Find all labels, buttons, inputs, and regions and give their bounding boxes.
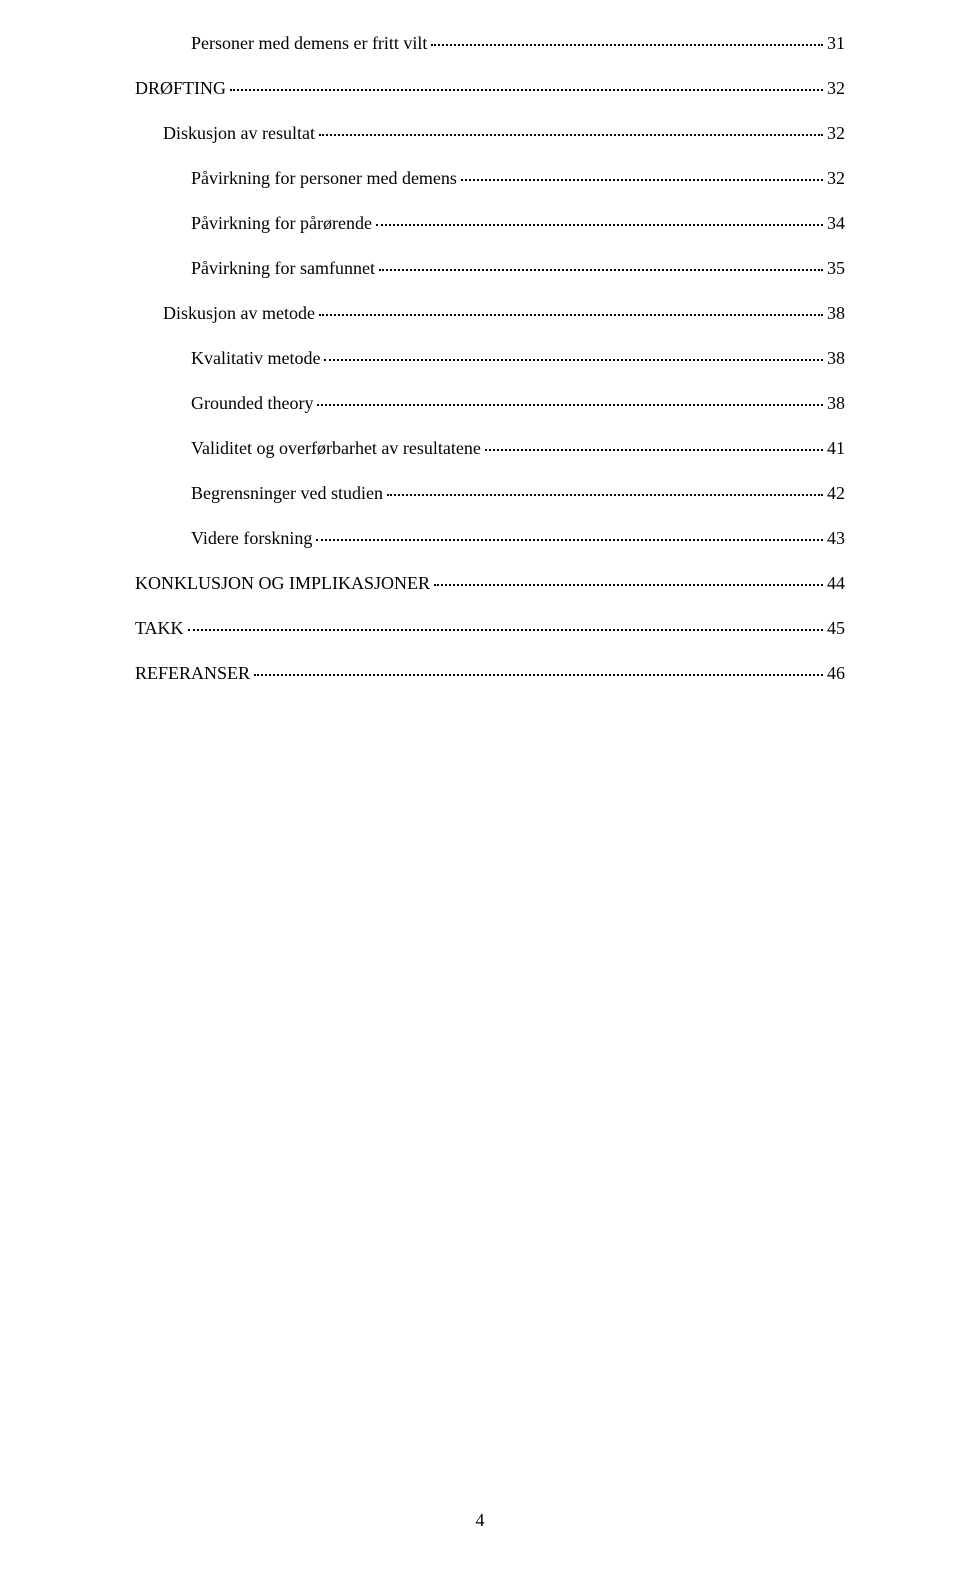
toc-dot-leader <box>376 224 823 226</box>
toc-entry-page: 45 <box>827 615 845 642</box>
toc-dot-leader <box>188 629 823 631</box>
toc-dot-leader <box>431 44 823 46</box>
toc-entry-page: 41 <box>827 435 845 462</box>
toc-entry-page: 44 <box>827 570 845 597</box>
toc-entry: REFERANSER 46 <box>135 660 845 687</box>
toc-entry: Påvirkning for personer med demens 32 <box>191 165 845 192</box>
toc-entry-label: Diskusjon av resultat <box>163 120 315 147</box>
toc-entry: Videre forskning 43 <box>191 525 845 552</box>
toc-entry-label: Validitet og overførbarhet av resultaten… <box>191 435 481 462</box>
toc-entry-label: DRØFTING <box>135 75 226 102</box>
toc-dot-leader <box>485 449 823 451</box>
toc-entry: Diskusjon av resultat 32 <box>163 120 845 147</box>
toc-entry: DRØFTING 32 <box>135 75 845 102</box>
toc-entry-page: 35 <box>827 255 845 282</box>
toc-entry-page: 34 <box>827 210 845 237</box>
page-number: 4 <box>0 1510 960 1531</box>
toc-entry-label: Diskusjon av metode <box>163 300 315 327</box>
toc-dot-leader <box>316 539 823 541</box>
toc-entry-page: 38 <box>827 345 845 372</box>
toc-entry-label: Kvalitativ metode <box>191 345 320 372</box>
toc-entry-label: Påvirkning for personer med demens <box>191 165 457 192</box>
toc-entry-page: 43 <box>827 525 845 552</box>
toc-entry: Diskusjon av metode 38 <box>163 300 845 327</box>
toc-dot-leader <box>319 134 823 136</box>
toc-entry-page: 46 <box>827 660 845 687</box>
toc-entry: KONKLUSJON OG IMPLIKASJONER 44 <box>135 570 845 597</box>
toc-entry: Påvirkning for samfunnet 35 <box>191 255 845 282</box>
toc-entry-page: 32 <box>827 75 845 102</box>
toc-dot-leader <box>324 359 823 361</box>
toc-entry-label: Grounded theory <box>191 390 313 417</box>
toc-dot-leader <box>461 179 823 181</box>
toc-dot-leader <box>230 89 823 91</box>
toc-entry: TAKK 45 <box>135 615 845 642</box>
toc-entry-page: 31 <box>827 30 845 57</box>
toc-entry-page: 38 <box>827 300 845 327</box>
toc-entry-label: KONKLUSJON OG IMPLIKASJONER <box>135 570 430 597</box>
toc-entry: Personer med demens er fritt vilt 31 <box>191 30 845 57</box>
toc-entry-page: 42 <box>827 480 845 507</box>
toc-entry-label: Videre forskning <box>191 525 312 552</box>
toc-entry-page: 32 <box>827 120 845 147</box>
toc-entry-label: Påvirkning for samfunnet <box>191 255 375 282</box>
toc-entry: Validitet og overførbarhet av resultaten… <box>191 435 845 462</box>
toc-entry-label: Personer med demens er fritt vilt <box>191 30 427 57</box>
table-of-contents: Personer med demens er fritt vilt 31 DRØFT… <box>135 30 845 687</box>
toc-dot-leader <box>317 404 823 406</box>
toc-entry-page: 32 <box>827 165 845 192</box>
toc-dot-leader <box>434 584 823 586</box>
toc-entry-label: TAKK <box>135 615 184 642</box>
toc-dot-leader <box>254 674 823 676</box>
toc-dot-leader <box>379 269 823 271</box>
toc-entry: Grounded theory 38 <box>191 390 845 417</box>
toc-entry-page: 38 <box>827 390 845 417</box>
toc-entry-label: Begrensninger ved studien <box>191 480 383 507</box>
toc-entry-label: REFERANSER <box>135 660 250 687</box>
toc-dot-leader <box>319 314 823 316</box>
toc-entry-label: Påvirkning for pårørende <box>191 210 372 237</box>
toc-entry: Påvirkning for pårørende 34 <box>191 210 845 237</box>
toc-entry: Begrensninger ved studien 42 <box>191 480 845 507</box>
toc-dot-leader <box>387 494 823 496</box>
toc-entry: Kvalitativ metode 38 <box>191 345 845 372</box>
